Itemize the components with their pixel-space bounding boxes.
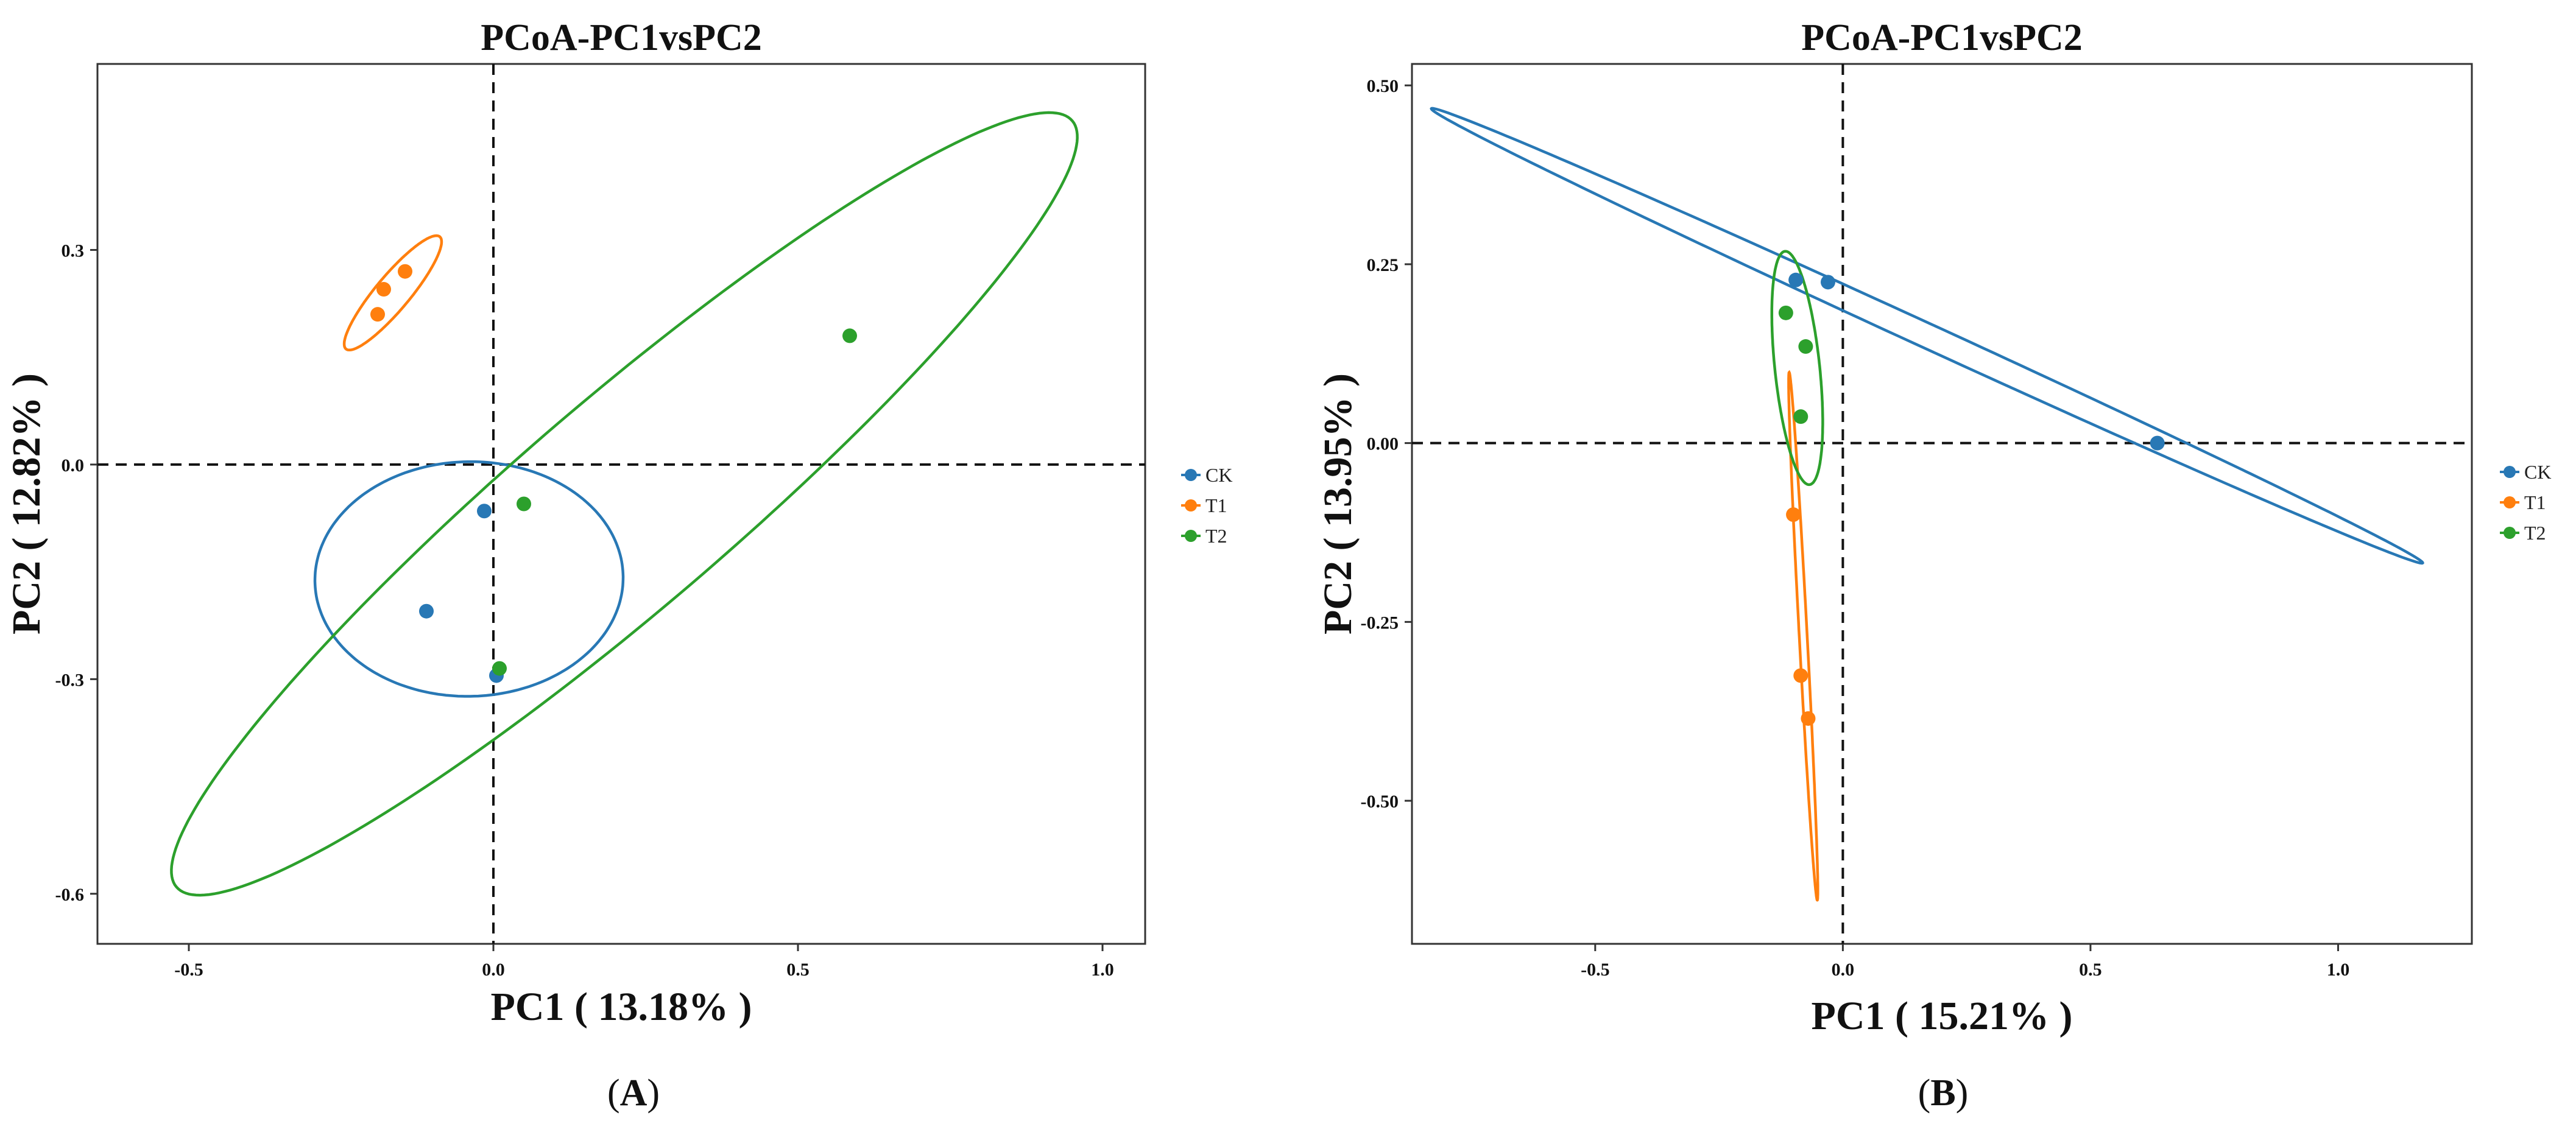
point-ck [419, 603, 434, 619]
point-t1 [376, 282, 391, 297]
chart-title: PCoA-PC1vsPC2 [1801, 17, 2083, 58]
ellipse-t1 [342, 234, 443, 352]
ellipse-ck [1430, 107, 2424, 565]
legend: CK T1 T2 [1181, 464, 1232, 547]
panel-label: (A) [607, 1072, 660, 1114]
x-tick-label: 0.0 [1832, 960, 1855, 980]
legend-label-t1: T1 [1205, 494, 1227, 516]
point-t2 [1778, 305, 1793, 320]
y-tick-label: 0.25 [1367, 255, 1399, 275]
legend-label-ck: CK [2524, 461, 2551, 483]
point-t1 [1786, 507, 1801, 522]
point-ck [1788, 272, 1804, 287]
y-axis-label: PC2 ( 12.82% ) [4, 373, 49, 635]
legend-label-ck: CK [1205, 464, 1232, 486]
x-tick-label: -0.5 [1581, 960, 1610, 980]
y-tick-label: -0.6 [55, 885, 85, 905]
legend-key-t2 [2504, 527, 2516, 539]
y-tick-label: -0.25 [1361, 613, 1399, 633]
x-axis-label: PC1 ( 13.18% ) [491, 985, 752, 1029]
ellipse-t1 [1787, 370, 1819, 902]
legend-label-t1: T1 [2524, 491, 2546, 513]
panel-b: PCoA-PC1vsPC2 -0.5 0.0 0.5 1.0 -0.50 -0.25 0.00… [1316, 17, 2551, 1114]
y-tick-label: 0.00 [1367, 434, 1399, 454]
point-t1 [1801, 711, 1816, 726]
legend: CK T1 T2 [2500, 461, 2551, 544]
chart-title: PCoA-PC1vsPC2 [481, 17, 762, 58]
y-tick-label: -0.50 [1361, 792, 1399, 812]
legend-label-t2: T2 [2524, 522, 2546, 544]
legend-key-ck [2504, 466, 2516, 478]
point-t1 [398, 264, 412, 279]
legend-key-t1 [1185, 499, 1197, 512]
plot-frame [96, 63, 1146, 945]
ellipse-t2 [170, 111, 1079, 897]
x-axis-label: PC1 ( 15.21% ) [1812, 994, 2073, 1038]
point-t2 [492, 661, 507, 676]
panel-label-close: ) [647, 1072, 660, 1114]
point-t2 [1793, 409, 1808, 424]
point-t2 [517, 496, 531, 512]
point-t1 [1793, 668, 1808, 683]
ellipse-ck [313, 460, 625, 698]
legend-label-t2: T2 [1205, 525, 1227, 547]
x-tick-label: 0.5 [2079, 960, 2102, 980]
x-tick-label: -0.5 [174, 960, 203, 980]
legend-key-t2 [1185, 530, 1197, 542]
legend-key-ck [1185, 469, 1197, 481]
x-tick-label: 0.5 [786, 960, 810, 980]
point-ck [477, 504, 492, 519]
point-t1 [370, 307, 385, 322]
panel-label: (B) [1918, 1072, 1969, 1114]
y-tick-label: -0.3 [55, 670, 85, 690]
point-t2 [1798, 339, 1813, 354]
y-tick-label: 0.50 [1367, 76, 1399, 96]
point-ck [2150, 435, 2165, 451]
x-tick-label: 1.0 [1091, 960, 1114, 980]
y-tick-label: 0.3 [62, 241, 85, 261]
point-t2 [842, 328, 857, 343]
panel-letter: A [620, 1072, 648, 1114]
plot-frame [1411, 63, 2473, 945]
panel-label-close: ) [1956, 1072, 1969, 1114]
point-ck [1820, 275, 1835, 290]
panel-letter: B [1930, 1072, 1955, 1114]
x-tick-label: 0.0 [482, 960, 505, 980]
panel-label-open: ( [1918, 1072, 1931, 1114]
panel-label-open: ( [607, 1072, 620, 1114]
panel-a: PCoA-PC1vsPC2 -0.5 0.0 0.5 1.0 -0.6 -0.3 0.0 0.3… [4, 17, 1232, 1114]
ellipse-t2 [1770, 250, 1824, 487]
legend-key-t1 [2504, 496, 2516, 508]
x-tick-label: 1.0 [2327, 960, 2350, 980]
y-tick-label: 0.0 [62, 455, 85, 476]
y-axis-label: PC2 ( 13.95% ) [1316, 373, 1360, 635]
